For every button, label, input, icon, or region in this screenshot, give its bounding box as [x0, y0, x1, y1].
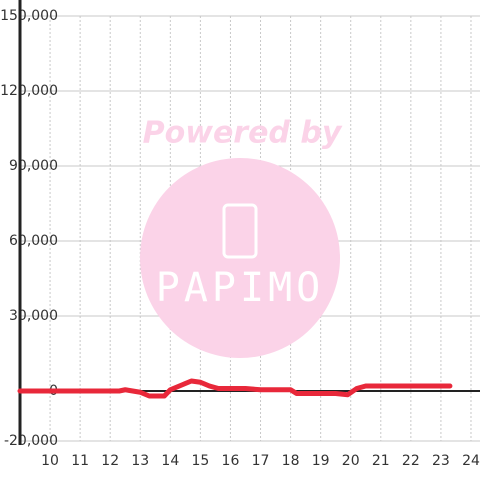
x-tick-label: 15	[191, 453, 209, 469]
x-tick-label: 13	[131, 453, 149, 469]
watermark-top: Powered by	[143, 116, 343, 151]
x-tick-label: 18	[282, 453, 300, 469]
x-tick-label: 23	[432, 453, 450, 469]
y-tick-label: -20,000	[4, 433, 58, 449]
x-tick-label: 11	[71, 453, 89, 469]
x-tick-label: 19	[312, 453, 330, 469]
x-tick-label: 20	[342, 453, 360, 469]
x-tick-label: 10	[41, 453, 59, 469]
x-tick-label: 22	[402, 453, 420, 469]
y-tick-label: 60,000	[9, 233, 58, 249]
watermark-bottom: PAPIMO	[156, 265, 325, 311]
phone-icon	[222, 203, 258, 259]
x-tick-label: 21	[372, 453, 390, 469]
y-tick-label: 150,000	[0, 8, 58, 24]
line-series	[17, 378, 453, 399]
y-tick-label: 120,000	[0, 83, 58, 99]
y-tick-label: 90,000	[9, 158, 58, 174]
x-tick-label: 14	[161, 453, 179, 469]
y-tick-label: 30,000	[9, 308, 58, 324]
watermark: Powered by PAPIMO	[140, 116, 343, 358]
x-tick-label: 24	[462, 453, 480, 469]
x-tick-label: 17	[252, 453, 270, 469]
x-tick-label: 16	[222, 453, 240, 469]
x-tick-label: 12	[101, 453, 119, 469]
